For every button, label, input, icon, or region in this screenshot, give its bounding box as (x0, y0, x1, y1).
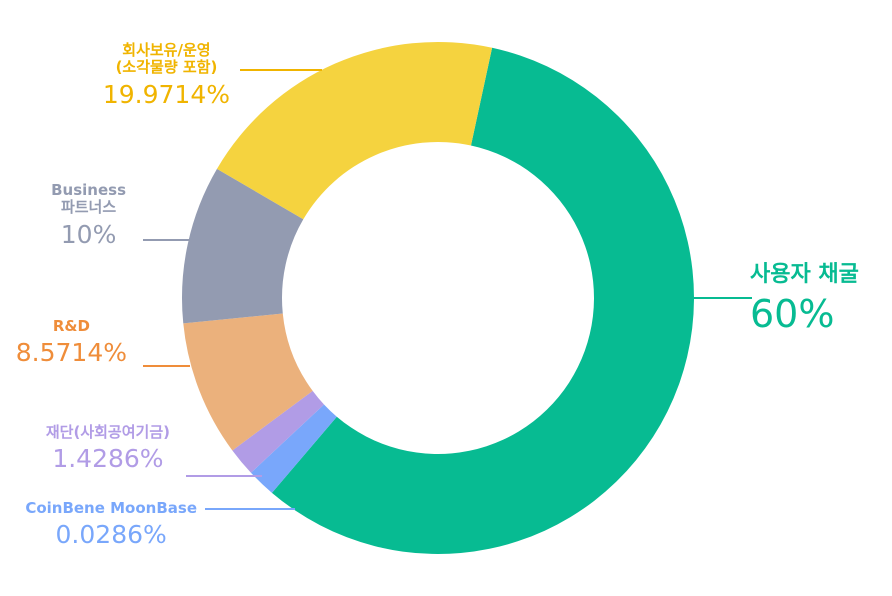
label-foundation: 재단(사회공여기금) 1.4286% (45, 423, 170, 474)
slice-5 (216, 42, 493, 220)
label-rnd-pct: 8.5714% (15, 338, 127, 368)
label-moonbase: CoinBene MoonBase 0.0286% (25, 499, 197, 550)
slice-1 (250, 404, 337, 493)
label-moonbase-pct: 0.0286% (55, 520, 167, 550)
label-company-name: 회사보유/운영 (122, 41, 211, 59)
label-business-name: Business (51, 181, 126, 199)
label-business-pct: 10% (60, 219, 117, 249)
leader-lines (143, 69, 752, 510)
label-business: Business 파트너스 10% (51, 181, 126, 249)
label-rnd-name: R&D (52, 317, 90, 335)
label-business-name-2: 파트너스 (60, 198, 117, 217)
donut-slices (182, 42, 694, 554)
label-foundation-name: 재단(사회공여기금) (45, 423, 170, 441)
slice-3 (183, 313, 313, 451)
label-foundation-pct: 1.4286% (52, 444, 164, 474)
label-mining: 사용자 채굴 60% (750, 262, 859, 337)
label-mining-pct: 60% (750, 292, 835, 337)
label-company-name-2: (소각물량 포함) (115, 58, 218, 77)
label-company-pct: 19.9714% (102, 79, 230, 109)
label-mining-name: 사용자 채굴 (750, 262, 859, 287)
slice-0 (271, 47, 694, 554)
label-company: 회사보유/운영 (소각물량 포함) 19.9714% (102, 41, 230, 109)
label-moonbase-name: CoinBene MoonBase (25, 499, 197, 517)
label-rnd: R&D 8.5714% (15, 317, 127, 368)
slice-2 (232, 390, 325, 473)
slice-4 (182, 168, 304, 324)
